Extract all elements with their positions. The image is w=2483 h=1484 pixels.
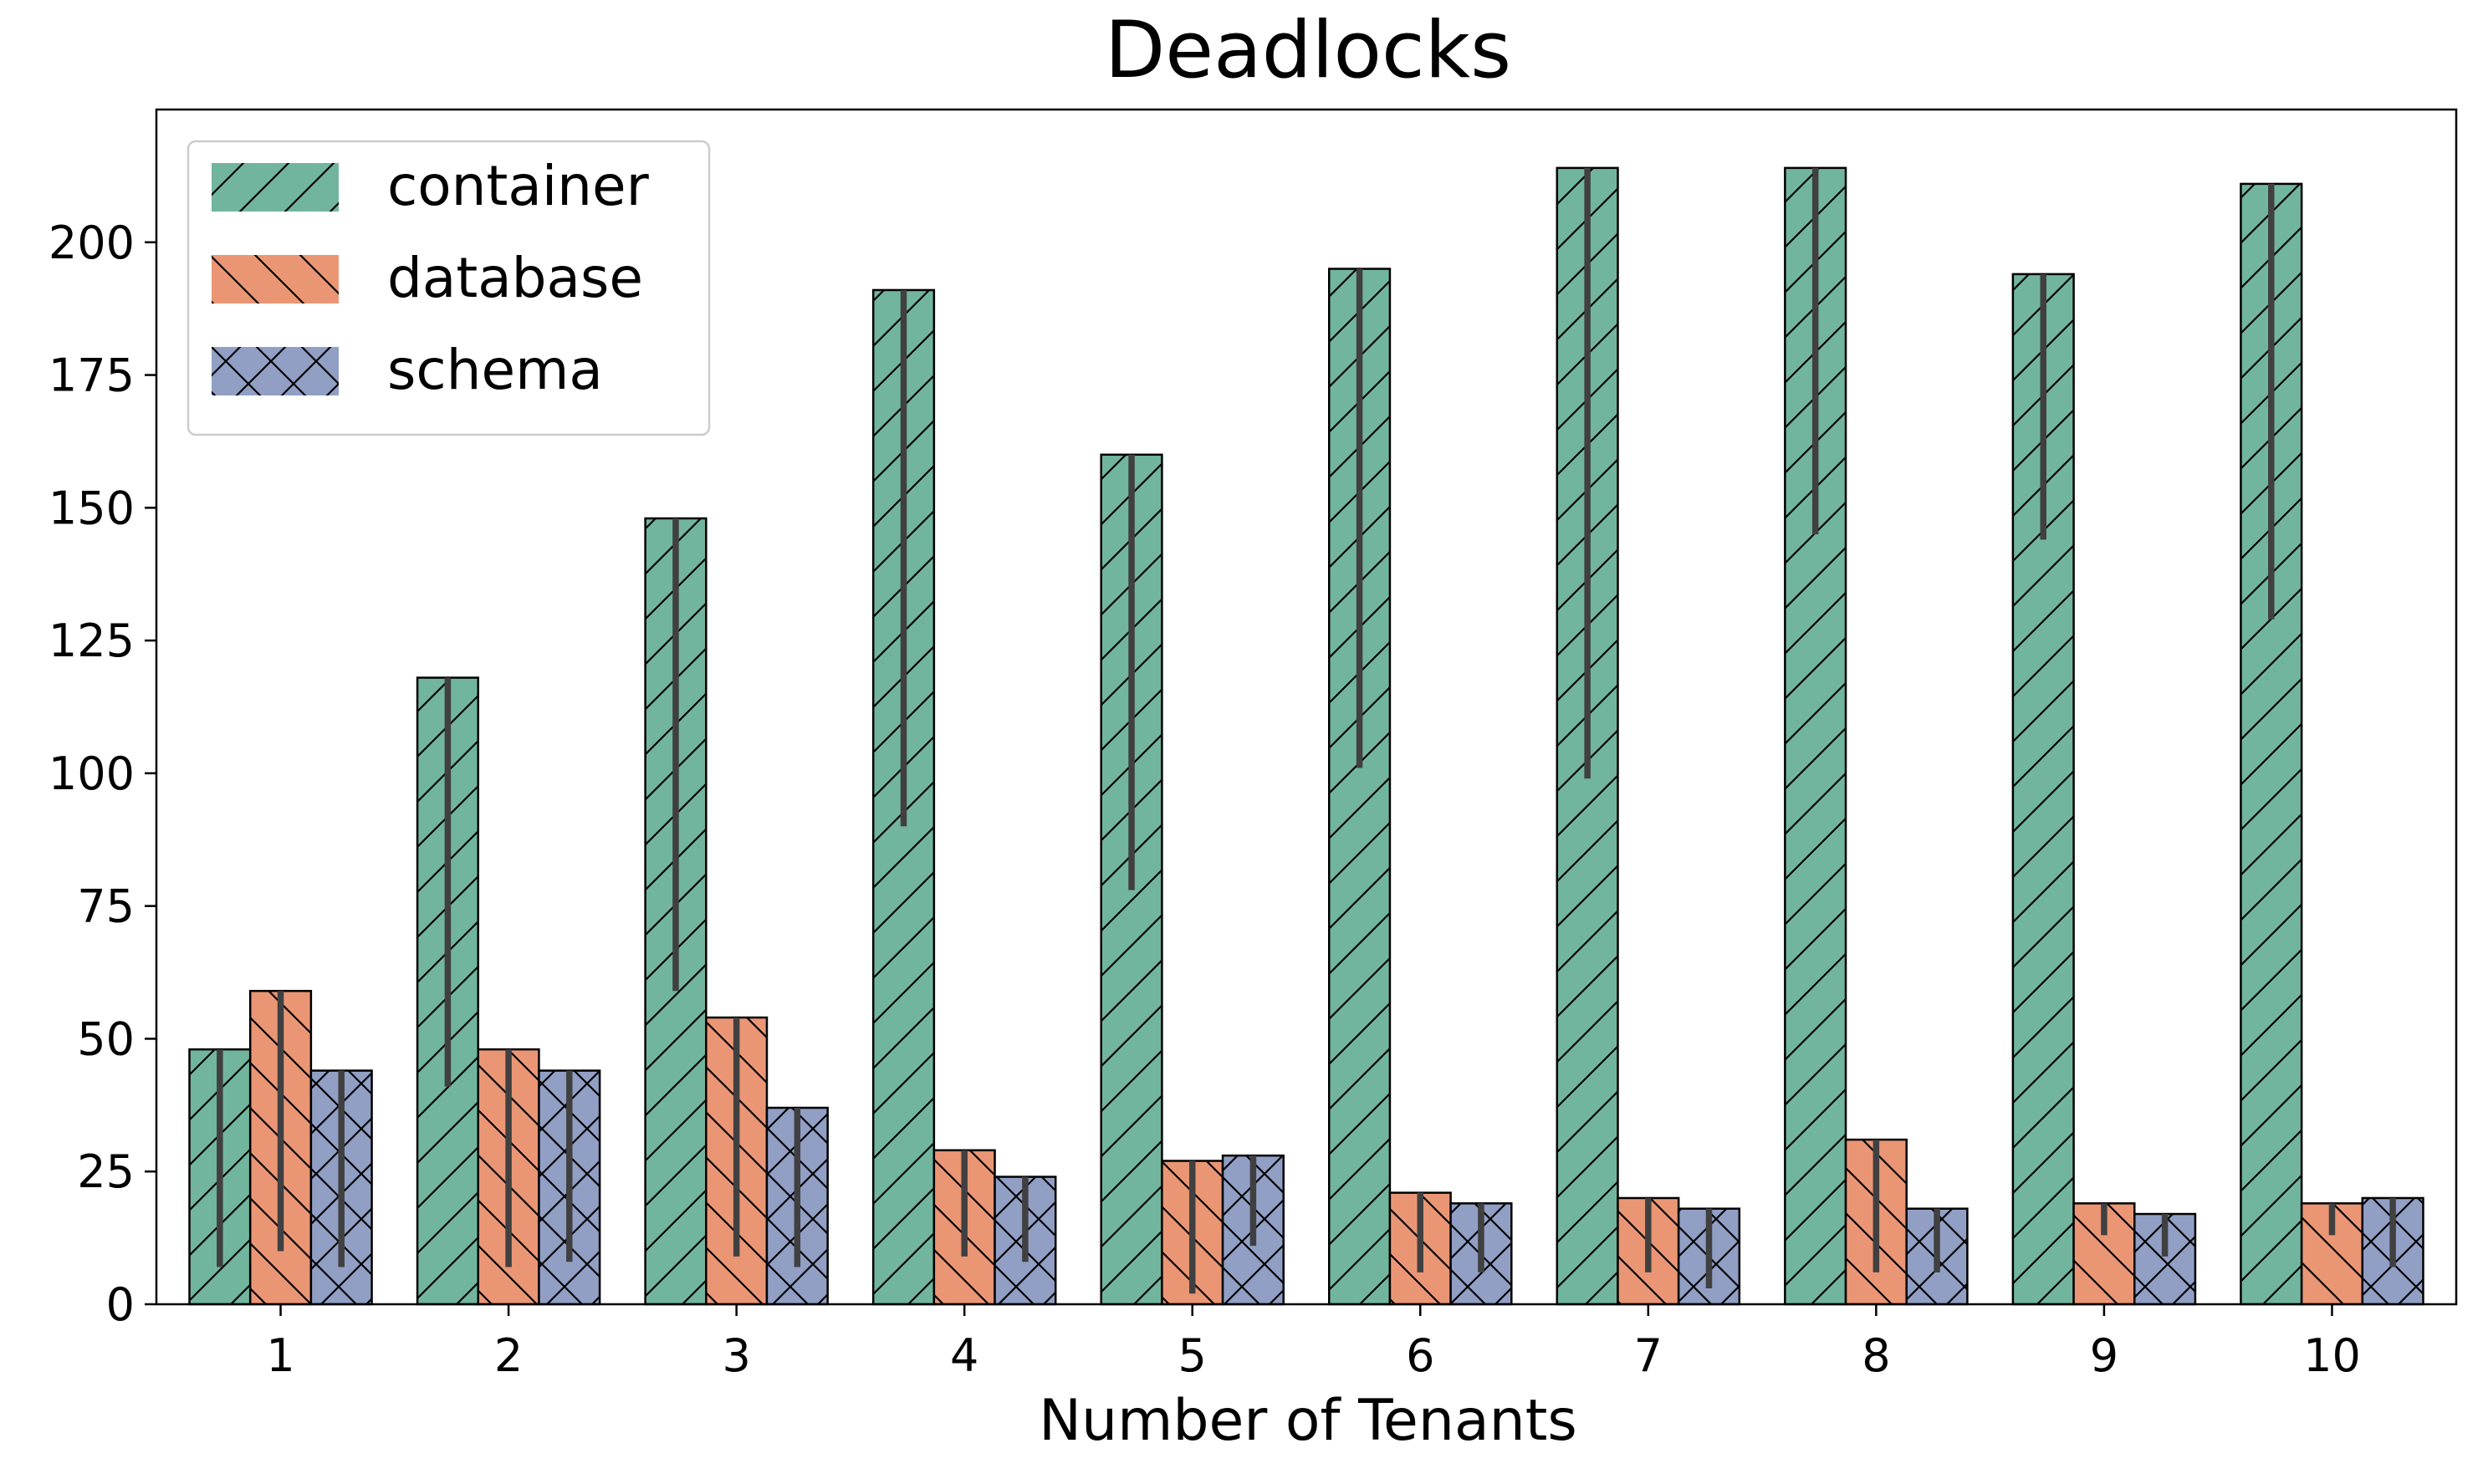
x-tick-label: 10: [2303, 1329, 2361, 1382]
x-tick-label: 7: [1634, 1329, 1663, 1382]
x-tick-label: 6: [1406, 1329, 1434, 1382]
chart-title: Deadlocks: [1105, 5, 1511, 96]
y-tick-label: 175: [49, 349, 135, 402]
error-bar-area: [217, 167, 2396, 1294]
y-tick-label: 100: [49, 747, 135, 800]
x-tick-label: 3: [722, 1329, 750, 1382]
y-tick-label: 75: [77, 880, 135, 933]
y-tick-label: 50: [77, 1012, 135, 1065]
y-tick-label: 125: [49, 615, 135, 667]
x-tick-label: 2: [494, 1329, 523, 1382]
legend-swatch-container: [212, 163, 339, 212]
legend-label-database: database: [387, 246, 643, 310]
legend-swatch-database: [212, 255, 339, 303]
x-tick-label: 9: [2090, 1329, 2118, 1382]
y-tick-label: 0: [106, 1278, 135, 1331]
legend-label-schema: schema: [387, 338, 603, 402]
x-tick-label: 1: [266, 1329, 294, 1382]
legend: container database schema: [186, 140, 711, 436]
y-axis: 0 25 50 75 100 125 150 175 200: [49, 217, 156, 1331]
y-tick-label: 150: [49, 482, 135, 534]
x-tick-label: 8: [1862, 1329, 1890, 1382]
x-axis-label: Number of Tenants: [1039, 1388, 1577, 1454]
plot-frame: [155, 108, 2458, 1306]
x-axis: 1 2 3 4 5 6 7 8 9 10: [266, 1304, 2361, 1382]
x-tick-label: 4: [950, 1329, 978, 1382]
legend-label-container: container: [387, 154, 650, 218]
y-tick-label: 25: [77, 1145, 135, 1198]
y-tick-label: 200: [49, 217, 135, 269]
legend-swatch-schema: [212, 347, 339, 395]
x-tick-label: 5: [1178, 1329, 1207, 1382]
